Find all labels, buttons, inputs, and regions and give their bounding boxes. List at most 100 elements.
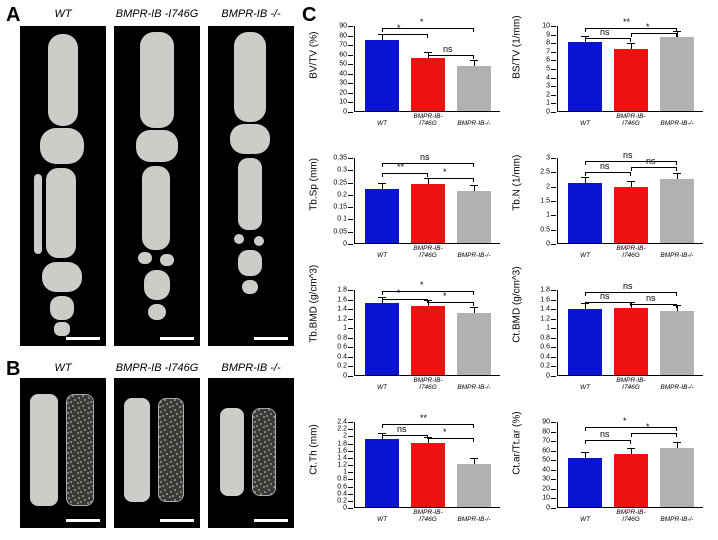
y-tick [551, 35, 556, 36]
x-label: WT [568, 120, 602, 127]
y-tick [348, 444, 353, 445]
y-tick-label: 1.2 [321, 462, 347, 469]
x-label: WT [365, 384, 399, 391]
axes: 00.20.40.60.811.21.41.61.8WTBMPR-IB-I746… [354, 290, 500, 376]
y-tick-label: 6 [524, 57, 550, 64]
y-tick-label: 0.2 [524, 363, 550, 370]
sig-label: * [443, 291, 447, 301]
chart-tbbmd: Tb.BMD (g/cm^3)00.20.40.60.811.21.41.61.… [318, 282, 508, 408]
bar [457, 191, 491, 243]
sig-label: * [623, 416, 627, 426]
y-tick-label: 0.4 [524, 353, 550, 360]
bar [568, 42, 602, 111]
sig-bracket [382, 34, 428, 35]
y-tick [348, 195, 353, 196]
chart-ctar: Ct.ar/Tt.ar (%)0102030405060708090WTBMPR… [521, 414, 711, 540]
y-tick [348, 158, 353, 159]
sig-bracket [382, 291, 474, 292]
bone-shape [238, 250, 262, 276]
y-tick [348, 465, 353, 466]
y-tick [551, 230, 556, 231]
axes: 0102030405060708090WTBMPR-IB-I746GBMPR-I… [354, 26, 500, 112]
y-tick [348, 93, 353, 94]
bone-shape [254, 236, 264, 246]
x-label: BMPR-IB-I746G [411, 245, 445, 259]
bar [614, 454, 648, 508]
bone-shape [160, 254, 174, 266]
y-axis-label: Tb.Sp (mm) [309, 158, 320, 211]
y-tick-label: 1 [321, 469, 347, 476]
x-label: BMPR-IB-/- [457, 252, 491, 259]
bar [411, 58, 445, 111]
bone-solid [124, 398, 150, 502]
bar [365, 303, 399, 375]
y-tick [348, 170, 353, 171]
y-tick [348, 508, 353, 509]
y-tick [551, 95, 556, 96]
y-tick [348, 290, 353, 291]
y-tick-label: 4 [524, 74, 550, 81]
sig-bracket [631, 167, 677, 168]
sig-label: * [420, 17, 424, 27]
x-label: BMPR-IB-/- [457, 120, 491, 127]
y-tick [348, 429, 353, 430]
x-label: WT [365, 120, 399, 127]
x-label: BMPR-IB-I746G [614, 113, 648, 127]
bone-spongy [158, 398, 184, 502]
y-tick-label: 1 [321, 325, 347, 332]
x-label: WT [568, 252, 602, 259]
y-tick [348, 366, 353, 367]
y-tick [551, 300, 556, 301]
y-tick [551, 187, 556, 188]
y-tick [551, 52, 556, 53]
y-tick-label: 5 [524, 66, 550, 73]
ct-label-ko: BMPR-IB -/- [208, 8, 294, 20]
bone-shape [34, 174, 42, 254]
x-label: BMPR-IB-I746G [411, 113, 445, 127]
sig-bracket [631, 304, 677, 305]
x-label: BMPR-IB-I746G [411, 509, 445, 523]
y-tick-label: 10 [524, 495, 550, 502]
sig-label: ns [623, 150, 633, 160]
y-tick-label: 0.4 [321, 353, 347, 360]
bar [660, 311, 694, 376]
y-tick-label: 0.8 [321, 476, 347, 483]
bar [411, 443, 445, 507]
y-tick [551, 319, 556, 320]
bone-shape [138, 252, 152, 264]
y-tick [551, 244, 556, 245]
y-tick-label: 20 [524, 485, 550, 492]
y-tick-label: 8 [524, 40, 550, 47]
y-tick-label: 0 [321, 505, 347, 512]
y-tick-label: 0.6 [321, 344, 347, 351]
bone-shape [46, 168, 76, 258]
y-tick-label: 0.2 [321, 191, 347, 198]
b-column-wt: WT [20, 378, 106, 528]
y-tick-label: 0.2 [321, 363, 347, 370]
y-tick [551, 26, 556, 27]
sig-bracket [631, 33, 677, 34]
y-tick [348, 319, 353, 320]
y-tick-label: 1.4 [321, 454, 347, 461]
scale-bar [160, 519, 194, 522]
y-tick-label: 70 [524, 438, 550, 445]
y-tick-label: 0.35 [321, 155, 347, 162]
y-tick [348, 479, 353, 480]
axes: 012345678910WTBMPR-IB-I746GBMPR-IB-/-ns*… [557, 26, 703, 112]
y-tick-label: 10 [524, 23, 550, 30]
y-tick-label: 2.4 [321, 419, 347, 426]
y-tick [551, 328, 556, 329]
bar [411, 184, 445, 243]
bone-shape [142, 166, 170, 250]
axes: 00.20.40.60.811.21.41.61.822.22.4WTBMPR-… [354, 422, 500, 508]
x-label: WT [365, 252, 399, 259]
y-tick-label: 1.6 [321, 296, 347, 303]
y-tick [348, 300, 353, 301]
bone-shape [40, 128, 84, 164]
y-tick [348, 436, 353, 437]
y-tick [551, 441, 556, 442]
sig-bracket [382, 163, 474, 164]
y-tick [348, 83, 353, 84]
sig-bracket [428, 438, 474, 439]
scale-bar [254, 519, 288, 522]
